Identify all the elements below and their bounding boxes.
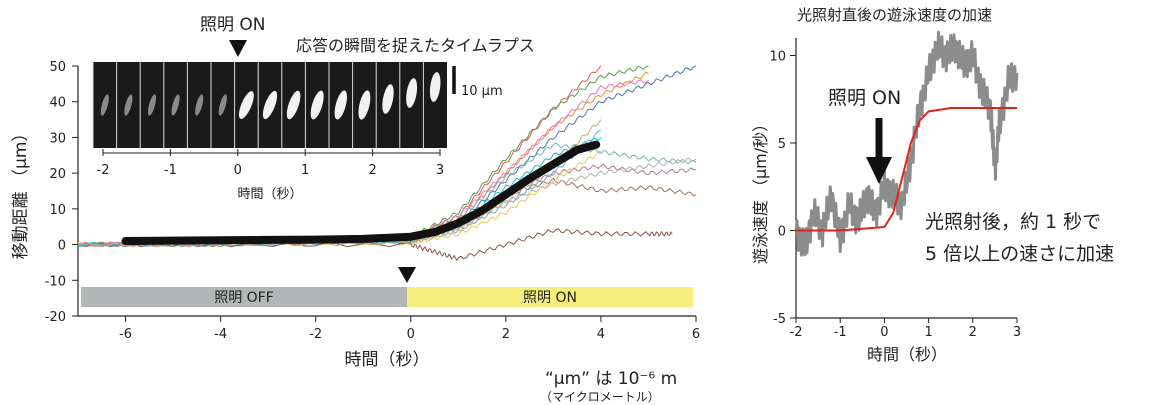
unit-note: “μm” は 10⁻⁶ m	[545, 369, 677, 389]
inset-tick-label: 0	[234, 163, 242, 178]
individual-trace	[78, 143, 696, 247]
left-y-tick-label: 40	[49, 96, 66, 111]
annotation-timelapse: 応答の瞬間を捉えたタイムラプス	[296, 36, 535, 55]
scale-bar-label: 10 μm	[461, 84, 503, 99]
left-y-tick-label: -20	[45, 310, 66, 325]
right-y-tick-label: -5	[773, 312, 786, 327]
right-x-tick-label: 3	[1013, 325, 1021, 340]
right-y-ticks: -5 0 5 10	[769, 50, 796, 328]
left-y-ticks: -20 -10 0 10 20 30 40 50	[45, 60, 78, 325]
unit-note-reading: （マイクロメートル）	[540, 390, 660, 404]
inset-xlabel: 時間（秒）	[237, 187, 302, 202]
inset-tick-label: 3	[436, 163, 444, 178]
inset-tick-label: -1	[164, 163, 177, 178]
timelapse-inset: 10 μm -2 -1 0 1 2 3 時間（秒） 照明 ON 応答の瞬間を捉えたタイムラ…	[93, 15, 535, 202]
right-xlabel: 時間（秒）	[867, 345, 947, 364]
right-y-tick-label: 0	[778, 225, 786, 240]
left-y-tick-label: 30	[49, 131, 66, 146]
right-note-line1: 光照射後，約 1 秒で	[925, 211, 1101, 233]
left-y-tick-label: 20	[49, 167, 66, 182]
left-y-tick-label: 50	[49, 60, 66, 75]
left-xlabel: 時間（秒）	[345, 350, 430, 370]
right-x-tick-label: 1	[924, 325, 932, 340]
annotation-illumination-on: 照明 ON	[200, 15, 266, 35]
right-y-tick-label: 10	[769, 50, 786, 65]
individual-trace	[78, 137, 601, 246]
left-y-tick-label: 10	[49, 203, 66, 218]
inset-tick-label: 2	[368, 163, 376, 178]
right-ylabel: 遊泳速度 （μm/秒）	[751, 116, 770, 264]
right-note-line2: 5 倍以上の速さに加速	[925, 243, 1114, 265]
inset-on-triangle	[229, 40, 247, 57]
right-x-tick-label: -1	[834, 325, 847, 340]
right-arrow-label: 照明 ON	[828, 87, 901, 109]
left-x-tick-label: -4	[214, 327, 227, 342]
on-marker-triangle	[398, 267, 416, 283]
left-y-tick-label: 0	[58, 239, 66, 254]
right-x-tick-label: 0	[880, 325, 888, 340]
right-x-ticks: -2 -1 0 1 2 3	[790, 318, 1022, 340]
right-title: 光照射直後の遊泳速度の加速	[797, 6, 992, 24]
right-x-tick-label: 2	[969, 325, 977, 340]
right-x-tick-label: -2	[790, 325, 803, 340]
left-x-tick-label: -2	[309, 327, 322, 342]
left-y-tick-label: -10	[45, 274, 66, 289]
left-x-tick-label: 6	[692, 327, 700, 342]
left-x-tick-label: -6	[119, 327, 132, 342]
left-ylabel: 移動距離 （μm）	[11, 125, 31, 260]
on-bar-label: 照明 ON	[523, 290, 577, 306]
inset-tick-label: -2	[97, 163, 110, 178]
left-x-tick-label: 4	[597, 327, 605, 342]
left-x-ticks: -6 -4 -2 0 2 4 6	[119, 316, 700, 342]
left-x-tick-label: 2	[502, 327, 510, 342]
inset-tick-label: 1	[301, 163, 309, 178]
right-chart: 光照射直後の遊泳速度の加速 -5 0 5 10 -2 -1 0 1 2 3 照明 ON 光照射後…	[751, 6, 1114, 364]
right-y-tick-label: 5	[778, 137, 786, 152]
off-bar-label: 照明 OFF	[214, 290, 274, 306]
left-x-tick-label: 0	[407, 327, 415, 342]
